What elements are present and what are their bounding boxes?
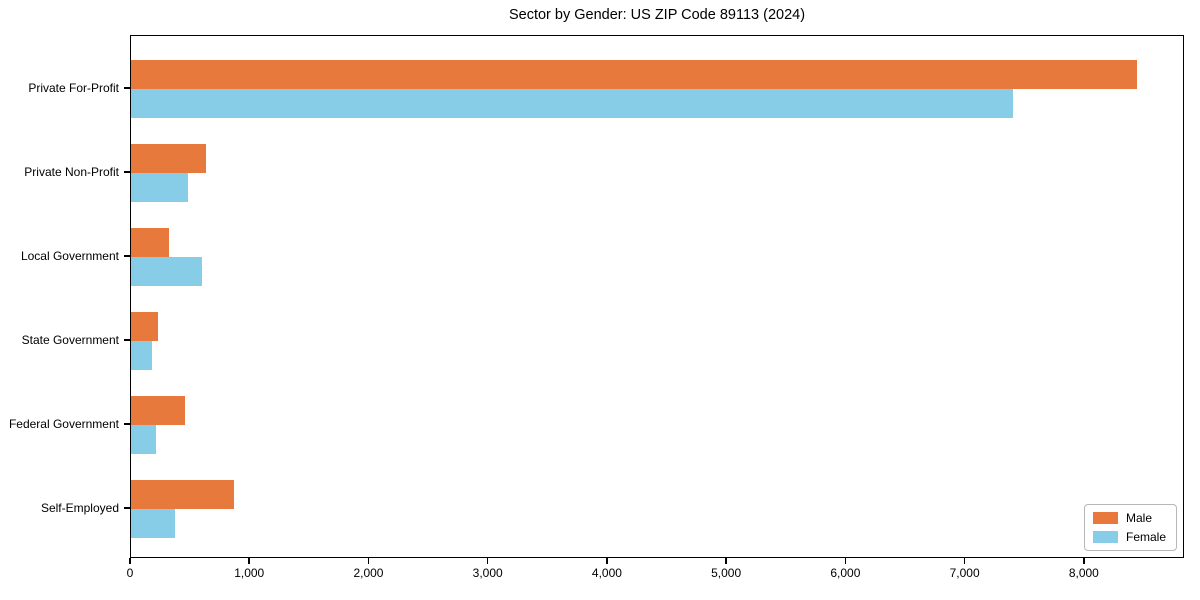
plot-area: Male Female [130,35,1184,558]
female-bar [131,173,188,202]
legend-item: Female [1092,530,1166,544]
legend-swatch-icon [1092,512,1118,524]
y-axis-label: Local Government [20,249,119,263]
female-bar [131,425,156,454]
x-axis-label: 1,000 [234,566,265,580]
male-bar [131,480,234,509]
y-axis-label: Private For-Profit [28,81,119,95]
y-axis-label: Federal Government [8,417,119,431]
y-axis-tick [124,507,130,509]
x-axis-label: 4,000 [591,566,622,580]
chart-title: Sector by Gender: US ZIP Code 89113 (202… [508,7,806,23]
female-bar [131,509,175,538]
legend-label: Female [1125,530,1166,544]
male-bar [131,396,186,425]
y-axis-tick [124,87,130,89]
male-bar [131,60,1138,89]
y-axis-label: Private Non-Profit [24,165,119,179]
x-axis-tick [725,558,727,564]
male-bar [131,144,207,173]
x-axis-tick [606,558,608,564]
female-bar [131,341,152,370]
legend-item: Male [1092,511,1166,525]
legend: Male Female [1083,504,1177,551]
x-axis-label: 6,000 [830,566,861,580]
y-axis-label: State Government [21,333,119,347]
y-axis-tick [124,423,130,425]
x-axis-tick [129,558,131,564]
x-axis-label: 7,000 [949,566,980,580]
x-axis-tick [844,558,847,564]
x-axis-tick [486,558,489,564]
x-axis-tick [1083,558,1085,564]
x-axis-tick [367,558,370,564]
x-axis-label: 5,000 [711,566,742,580]
x-axis-label: 2,000 [353,566,384,580]
legend-swatch-icon [1092,531,1118,543]
y-axis-label: Self-Employed [40,501,119,515]
x-axis-label: 3,000 [472,566,503,580]
male-bar [131,312,158,341]
x-axis-label: 0 [126,566,134,580]
y-axis-tick [124,339,130,341]
male-bar [131,228,169,257]
x-axis-tick [248,558,250,564]
x-axis-label: 8,000 [1068,566,1099,580]
x-axis-tick [963,558,966,564]
female-bar [131,89,1014,118]
legend-label: Male [1125,511,1152,525]
y-axis-tick [124,255,130,257]
female-bar [131,257,202,286]
y-axis-tick [124,171,130,173]
